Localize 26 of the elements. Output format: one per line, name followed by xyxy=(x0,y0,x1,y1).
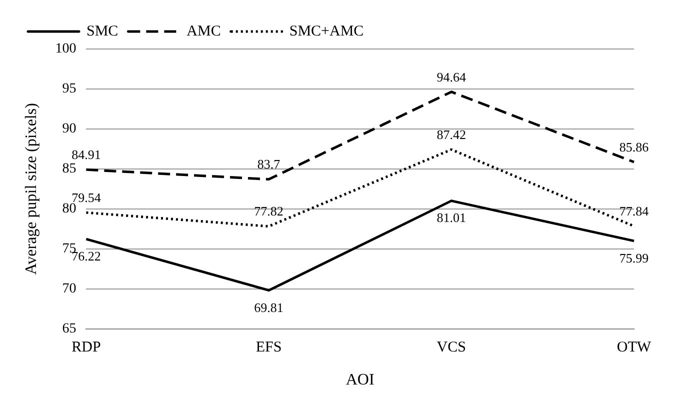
y-tick-label: 95 xyxy=(62,82,76,97)
y-axis-title: Average pupil size (pixels) xyxy=(22,103,40,275)
x-tick-label: EFS xyxy=(256,340,282,356)
data-label: 81.01 xyxy=(436,210,466,226)
data-label: 84.91 xyxy=(72,147,101,162)
data-label: 75.99 xyxy=(619,250,649,266)
legend-label: SMC xyxy=(86,23,118,40)
y-tick-label: 100 xyxy=(55,42,76,57)
data-label: 83.7 xyxy=(257,156,281,172)
y-tick-label: 65 xyxy=(62,321,76,336)
y-tick-label: 70 xyxy=(62,282,76,296)
data-label: 77.82 xyxy=(254,204,284,219)
x-tick-label: RDP xyxy=(72,340,101,356)
data-label: 87.42 xyxy=(436,126,466,142)
y-tick-label: 85 xyxy=(62,162,76,177)
data-label: 94.64 xyxy=(436,69,467,84)
x-axis-title: AOI xyxy=(346,372,374,389)
data-label: 69.81 xyxy=(254,300,284,315)
x-tick-label: VCS xyxy=(436,340,466,356)
legend-label: SMC+AMC xyxy=(289,23,364,40)
data-label: 77.84 xyxy=(619,204,650,219)
y-tick-label: 80 xyxy=(62,202,76,217)
legend-label: AMC xyxy=(186,23,221,40)
data-label: 85.86 xyxy=(619,139,650,154)
x-tick-label: OTW xyxy=(616,340,652,356)
y-tick-label: 90 xyxy=(62,122,76,137)
